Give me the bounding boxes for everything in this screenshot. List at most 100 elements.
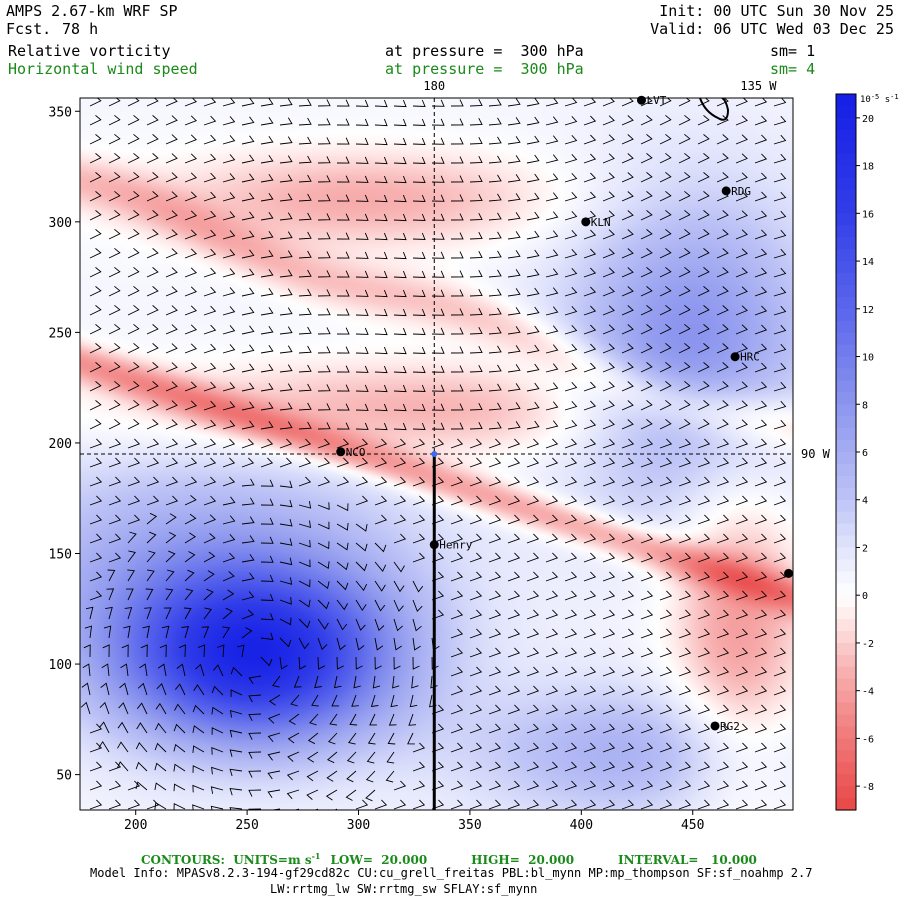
wind-barb (526, 268, 540, 278)
wind-barb (697, 115, 710, 126)
wind-barb (121, 644, 129, 658)
wind-barb (450, 609, 464, 620)
wind-barb (583, 115, 597, 126)
wind-barb (241, 401, 255, 411)
wind-barb (298, 539, 311, 548)
wind-barb (222, 116, 236, 126)
wind-barb (298, 501, 312, 509)
wind-barb (355, 289, 369, 297)
wind-barb (716, 172, 729, 183)
wind-barb (241, 535, 255, 544)
wind-barb (773, 115, 787, 126)
wind-barb (602, 533, 616, 544)
wind-barb (127, 380, 140, 392)
wind-barb (754, 628, 768, 639)
wind-barb (412, 365, 426, 373)
wind-barb (621, 761, 635, 772)
wind-barb (526, 552, 540, 563)
wind-barb (139, 663, 148, 677)
wind-barb (583, 172, 597, 183)
wind-barb (526, 495, 540, 506)
wind-barb (181, 625, 190, 639)
wind-barb (412, 175, 426, 183)
wind-barb (173, 763, 186, 772)
wind-barb (165, 286, 178, 297)
station-marker (636, 95, 646, 105)
wind-barb (173, 743, 186, 753)
colorbar-segment (836, 762, 856, 775)
wind-barb (241, 516, 255, 525)
wind-barb (393, 346, 407, 355)
wind-barb (178, 644, 186, 658)
wind-barb (374, 118, 388, 127)
wind-barb (336, 403, 350, 411)
colorbar-tick-label: 20 (862, 114, 874, 125)
wind-barb (659, 552, 673, 563)
wind-barb (286, 770, 300, 781)
wind-barb (351, 694, 359, 707)
wind-barb (583, 476, 597, 487)
wind-barb (165, 210, 178, 221)
wind-barb (602, 723, 616, 734)
wind-barb (659, 247, 672, 259)
wind-barb (659, 342, 672, 354)
wind-barb (773, 153, 787, 164)
wind-barb (507, 288, 521, 297)
wind-barb (583, 324, 597, 335)
wind-barb (735, 514, 749, 525)
wind-barb (469, 609, 483, 620)
wind-barb (659, 590, 673, 601)
wind-barb (526, 685, 540, 696)
wind-barb (241, 553, 255, 563)
wind-barb (317, 194, 331, 202)
wind-barb (754, 172, 768, 183)
wind-barb (298, 326, 312, 335)
wind-barb (488, 231, 502, 240)
wind-barb (697, 533, 711, 544)
wind-barb (678, 495, 692, 506)
wind-barb (241, 98, 255, 107)
wind-barb (146, 134, 159, 145)
wind-barb (156, 682, 167, 696)
wind-barb (374, 194, 388, 203)
wind-barb (716, 533, 730, 544)
wind-barb (735, 343, 748, 354)
wind-barb (326, 770, 338, 782)
wind-barb (260, 420, 274, 430)
wind-barb (211, 685, 224, 696)
wind-barb (89, 438, 103, 449)
wind-barb (773, 799, 787, 810)
wind-barb (678, 780, 692, 791)
wind-barb (146, 550, 156, 563)
wind-barb (773, 438, 787, 449)
wind-barb (640, 381, 653, 392)
wind-barb (773, 476, 787, 487)
wind-barb (412, 118, 426, 126)
wind-barb (146, 267, 159, 278)
wind-barb (120, 663, 129, 677)
wind-barb (469, 345, 483, 354)
wind-barb (260, 135, 274, 145)
station-label: LVT (646, 94, 666, 107)
wind-barb (716, 666, 730, 677)
wind-barb (469, 383, 483, 392)
wind-barb (336, 580, 349, 591)
wind-barb (545, 590, 559, 601)
wind-barb (621, 324, 634, 335)
wind-barb (336, 656, 344, 670)
wind-barb (640, 533, 654, 544)
wind-barb (100, 682, 110, 696)
wind-barb (325, 789, 338, 801)
wind-barb (222, 626, 231, 639)
wind-barb (355, 656, 363, 670)
wind-barb (640, 115, 653, 126)
wind-barb (298, 637, 310, 650)
wind-barb (298, 212, 312, 221)
wind-barb (108, 133, 121, 145)
field2-level: at pressure = 300 hPa (385, 60, 584, 78)
colorbar-segment (836, 654, 856, 668)
wind-barb (173, 723, 186, 734)
wind-barb (108, 418, 121, 430)
wind-barb (374, 457, 388, 468)
wind-barb (526, 514, 540, 525)
